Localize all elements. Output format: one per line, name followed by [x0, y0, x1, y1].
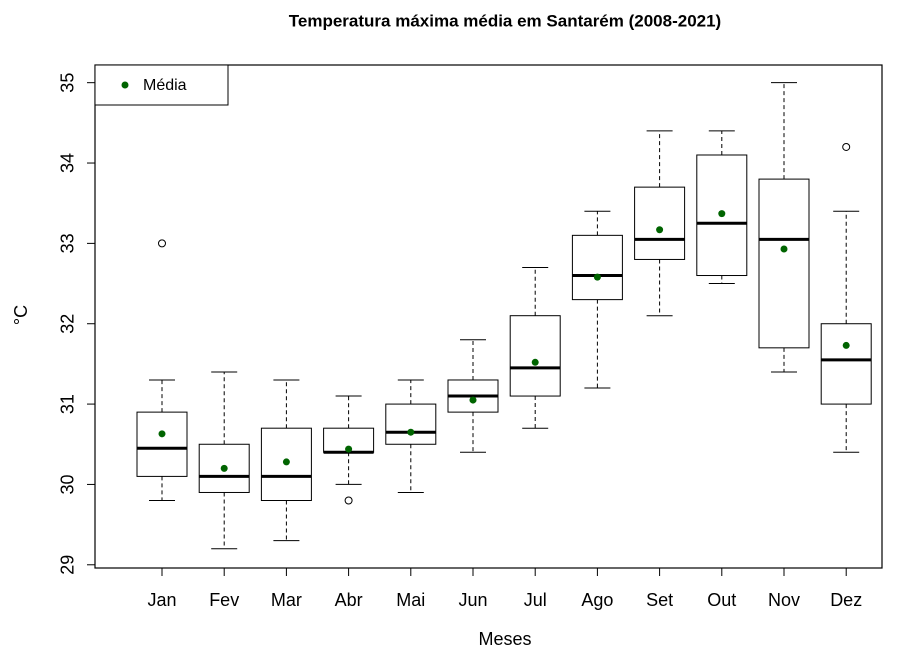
x-tick-label: Dez	[830, 590, 862, 610]
x-tick-label: Jun	[458, 590, 487, 610]
mean-point	[531, 358, 539, 366]
mean-point	[656, 226, 664, 234]
mean-point	[345, 445, 353, 453]
box	[571, 234, 623, 301]
x-tick-label: Out	[707, 590, 736, 610]
x-tick-label: Nov	[768, 590, 800, 610]
mean-point	[282, 458, 290, 466]
legend-marker	[121, 81, 129, 89]
y-tick-label: 33	[58, 233, 78, 253]
mean-point	[158, 430, 166, 438]
outlier	[158, 239, 166, 248]
y-tick-label: 35	[58, 73, 78, 93]
legend-box	[94, 64, 229, 106]
box	[385, 403, 437, 445]
y-tick-label: 30	[58, 474, 78, 494]
x-axis-label: Meses	[478, 629, 531, 649]
x-tick-label: Mar	[271, 590, 302, 610]
mean-point	[469, 396, 477, 404]
mean-point	[593, 273, 601, 281]
box	[758, 178, 810, 349]
x-tick-label: Abr	[335, 590, 363, 610]
box	[509, 315, 561, 397]
x-tick-label: Fev	[209, 590, 239, 610]
box	[820, 323, 872, 405]
x-tick-label: Mai	[396, 590, 425, 610]
outlier	[842, 142, 851, 151]
box	[634, 186, 686, 260]
mean-point	[842, 341, 850, 349]
mean-point	[407, 428, 415, 436]
chart-title: Temperatura máxima média em Santarém (20…	[289, 11, 721, 30]
y-tick-label: 29	[58, 555, 78, 575]
y-tick-label: 32	[58, 314, 78, 334]
plot-frame	[94, 64, 883, 569]
outlier	[344, 496, 353, 505]
x-tick-label: Jul	[524, 590, 547, 610]
legend-label: Média	[143, 77, 187, 94]
mean-point	[220, 464, 228, 472]
x-tick-label: Ago	[581, 590, 613, 610]
mean-point	[780, 245, 788, 253]
y-axis-label: °C	[11, 305, 31, 325]
x-tick-label: Jan	[147, 590, 176, 610]
mean-point	[718, 210, 726, 218]
y-tick-label: 31	[58, 394, 78, 414]
box	[136, 411, 188, 477]
y-tick-label: 34	[58, 153, 78, 173]
x-tick-label: Set	[646, 590, 673, 610]
